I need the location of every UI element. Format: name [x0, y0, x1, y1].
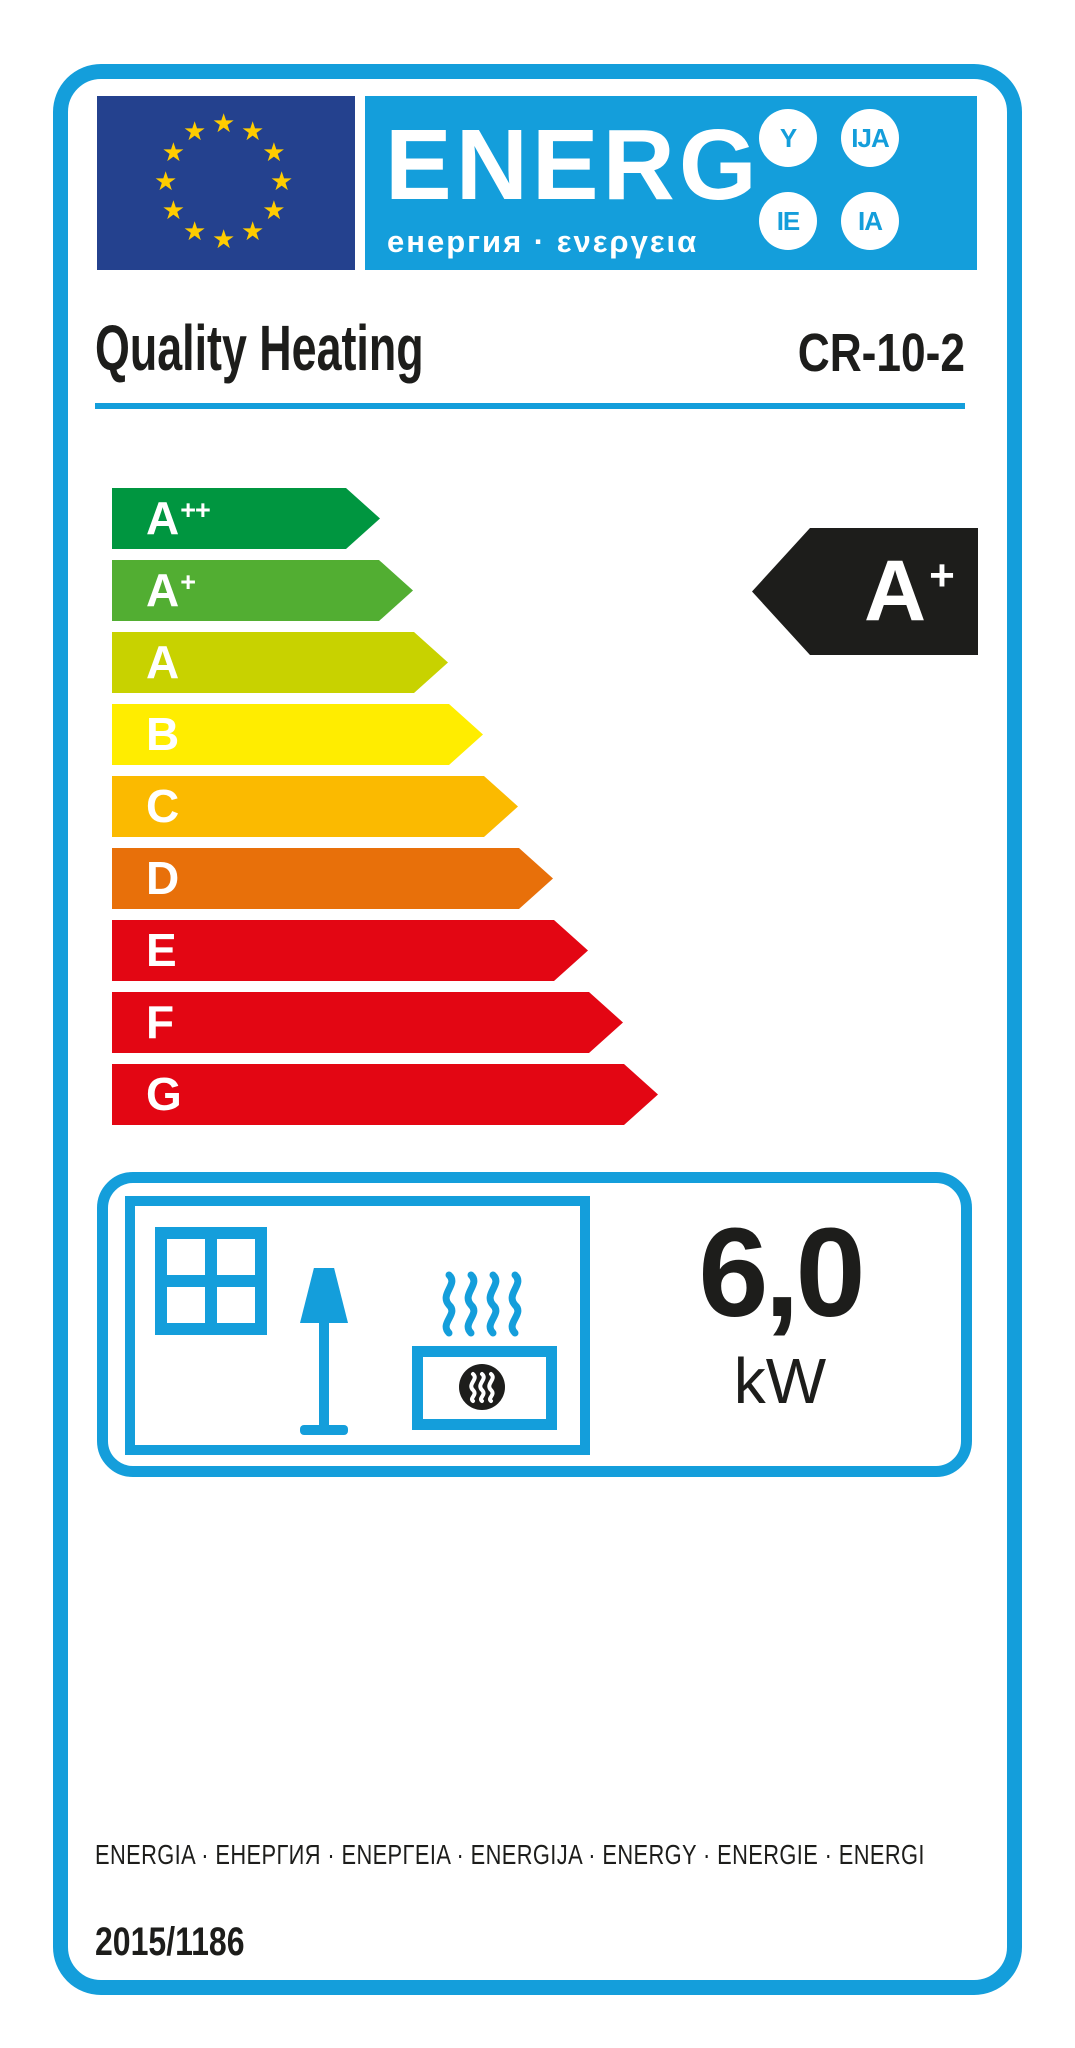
footer-languages: ENERGIA · ЕНЕРГИЯ · ΕΝΕΡΓΕΙΑ · ENERGIJA …	[95, 1839, 925, 1870]
eu-flag: ★ ★ ★ ★ ★ ★ ★ ★ ★ ★ ★ ★	[97, 96, 355, 270]
badge-energija: IJA	[841, 109, 899, 167]
badge-energie: IE	[759, 192, 817, 250]
room-outline	[125, 1196, 590, 1455]
lamp-base	[300, 1425, 348, 1435]
badge-energia: IA	[841, 192, 899, 250]
eu-star-icon: ★	[241, 116, 265, 147]
rating-letter-sup: +	[929, 551, 955, 600]
eu-star-icon: ★	[161, 138, 186, 168]
scale-letter: D	[146, 852, 180, 904]
heater-flame-icon	[459, 1364, 505, 1410]
eu-star-icon: ★	[212, 109, 236, 139]
energy-scale: A++ A+ A B C D E F G	[112, 488, 732, 1125]
scale-arrow-a-plus: A+	[112, 560, 413, 621]
scale-letter: A	[146, 564, 180, 616]
footer-regulation-number: 2015/1186	[95, 1920, 245, 1964]
heat-waves-icon	[442, 1271, 522, 1337]
scale-letter: C	[146, 780, 180, 832]
scale-letter: A	[146, 636, 180, 688]
scale-arrow-f: F	[112, 992, 623, 1053]
lamp-pole	[319, 1321, 329, 1425]
window-crossbar-horizontal	[167, 1275, 255, 1287]
energ-logo-box: ENERG енергия · ενεργεια Y IJA IE IA	[365, 96, 977, 270]
eu-star-icon: ★	[183, 217, 207, 248]
badge-energy-y: Y	[759, 109, 817, 167]
eu-star-icon: ★	[270, 167, 294, 197]
pictogram-panel: 6,0 kW	[97, 1172, 972, 1477]
eu-star-icon: ★	[262, 138, 286, 168]
energ-logo-subtext: енергия · ενεργεια	[387, 224, 699, 259]
scale-arrow-a-plus-plus: A++	[112, 488, 380, 549]
scale-letter-sup: +	[180, 567, 196, 597]
eu-star-icon: ★	[262, 196, 286, 226]
eu-star-icon: ★	[183, 116, 207, 147]
scale-arrow-b: B	[112, 704, 483, 765]
eu-star-icon: ★	[161, 196, 186, 226]
scale-letter: E	[146, 924, 177, 976]
header-divider	[95, 403, 965, 409]
energ-logo-text: ENERG	[385, 109, 761, 221]
scale-letter: A	[146, 492, 180, 544]
scale-arrow-a: A	[112, 632, 448, 693]
heater-icon	[412, 1346, 557, 1430]
scale-arrow-g: G	[112, 1064, 658, 1125]
eu-star-icon: ★	[241, 217, 265, 248]
brand-name: Quality Heating	[95, 312, 424, 384]
scale-letter: G	[146, 1068, 182, 1120]
eu-star-icon: ★	[212, 225, 236, 255]
scale-arrow-d: D	[112, 848, 553, 909]
power-unit: kW	[733, 1344, 827, 1417]
model-number: CR-10-2	[797, 323, 965, 383]
power-rating: 6,0 kW	[600, 1202, 960, 1418]
window-icon	[155, 1227, 267, 1335]
eu-star-icon: ★	[154, 167, 178, 197]
energy-label: ★ ★ ★ ★ ★ ★ ★ ★ ★ ★ ★ ★ ENERG енергия · ενεργεια Y …	[53, 64, 1022, 1995]
scale-letter-sup: ++	[180, 495, 210, 525]
scale-letter: B	[146, 708, 180, 760]
scale-arrow-e: E	[112, 920, 588, 981]
power-value: 6,0	[698, 1202, 865, 1343]
scale-letter: F	[146, 996, 175, 1048]
rating-arrow: A+	[752, 528, 978, 655]
rating-letter: A	[864, 543, 927, 639]
scale-arrow-c: C	[112, 776, 518, 837]
